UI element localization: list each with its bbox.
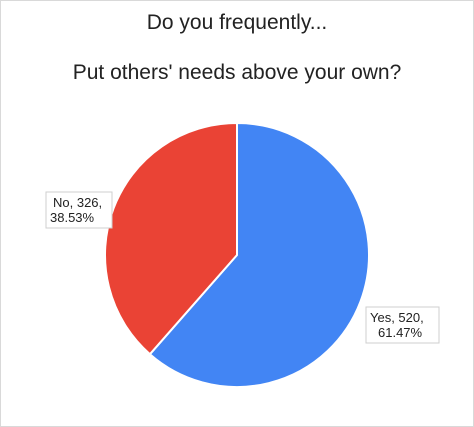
data-label-box-yes [365, 306, 440, 344]
pie-slice-no [104, 121, 238, 356]
chart-title-line-1: Do you frequently... [146, 11, 328, 34]
data-label-no-line-1: No, 326, [53, 195, 102, 210]
data-label-box-no [45, 191, 113, 229]
pie-slices [104, 121, 370, 388]
data-label-yes-line-2: 61.47% [378, 325, 423, 340]
chart-title-line-2: Put others' needs above your own? [72, 61, 402, 84]
data-label-yes-line-1: Yes, 520, [370, 310, 424, 325]
pie-data-labels: Yes, 520,61.47% No, 326,38.53% [45, 191, 440, 344]
pie-slice-yes [148, 121, 370, 388]
data-label-no-line-2: 38.53% [50, 210, 95, 225]
